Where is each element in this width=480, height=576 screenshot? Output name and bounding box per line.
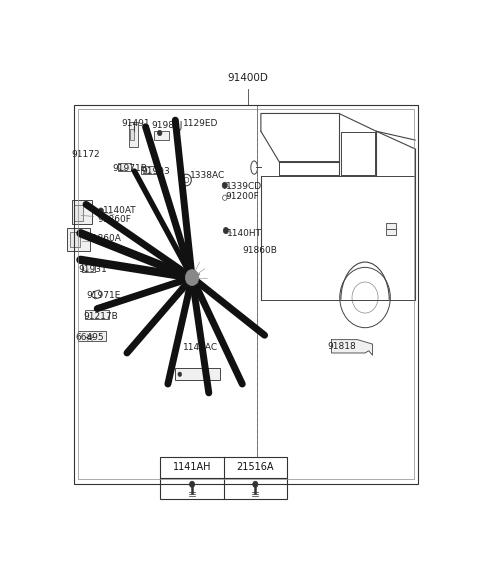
Text: 91400D: 91400D (228, 73, 268, 84)
Bar (130, 129, 133, 140)
Bar (82, 263, 95, 272)
Bar (78, 109, 414, 479)
Text: 91860F: 91860F (97, 215, 131, 225)
Text: 91860B: 91860B (242, 247, 277, 256)
Polygon shape (332, 340, 372, 355)
Circle shape (190, 481, 195, 487)
Text: 1141AH: 1141AH (173, 463, 211, 472)
Text: 1140HT: 1140HT (227, 229, 262, 238)
Text: 91993: 91993 (141, 166, 170, 176)
Circle shape (252, 481, 258, 487)
Bar (154, 131, 169, 140)
Text: 1140AT: 1140AT (103, 206, 136, 215)
Text: 1338AC: 1338AC (190, 171, 225, 180)
Text: 91931: 91931 (79, 265, 108, 274)
Text: 66495: 66495 (76, 334, 104, 342)
Bar (175, 369, 220, 380)
Bar (118, 163, 131, 171)
Text: 91818: 91818 (328, 342, 357, 351)
Circle shape (222, 182, 228, 188)
Text: 91491: 91491 (121, 119, 150, 128)
Text: 91971B: 91971B (113, 164, 148, 173)
Bar (74, 205, 84, 221)
Circle shape (178, 372, 181, 377)
Circle shape (185, 270, 199, 286)
Text: 91217B: 91217B (83, 312, 118, 321)
Bar (141, 166, 156, 174)
Text: 1141AC: 1141AC (183, 343, 218, 352)
Text: 91860A: 91860A (87, 234, 121, 244)
Bar (74, 105, 418, 484)
Circle shape (98, 208, 104, 214)
Text: 1339CD: 1339CD (226, 182, 262, 191)
Bar (78, 331, 106, 341)
Circle shape (174, 124, 178, 128)
Text: 91200F: 91200F (226, 192, 259, 201)
Bar (386, 222, 396, 235)
Bar (129, 122, 138, 147)
Circle shape (223, 228, 228, 234)
Text: 91980J: 91980J (151, 122, 182, 130)
Text: 1129ED: 1129ED (183, 119, 218, 128)
Bar (160, 457, 287, 499)
Bar (85, 309, 109, 319)
Bar (67, 228, 90, 251)
Bar (70, 232, 80, 248)
Bar (72, 200, 92, 224)
Circle shape (157, 130, 162, 135)
Text: 91971E: 91971E (87, 291, 121, 300)
Text: 21516A: 21516A (237, 463, 274, 472)
Text: 91172: 91172 (71, 150, 100, 159)
